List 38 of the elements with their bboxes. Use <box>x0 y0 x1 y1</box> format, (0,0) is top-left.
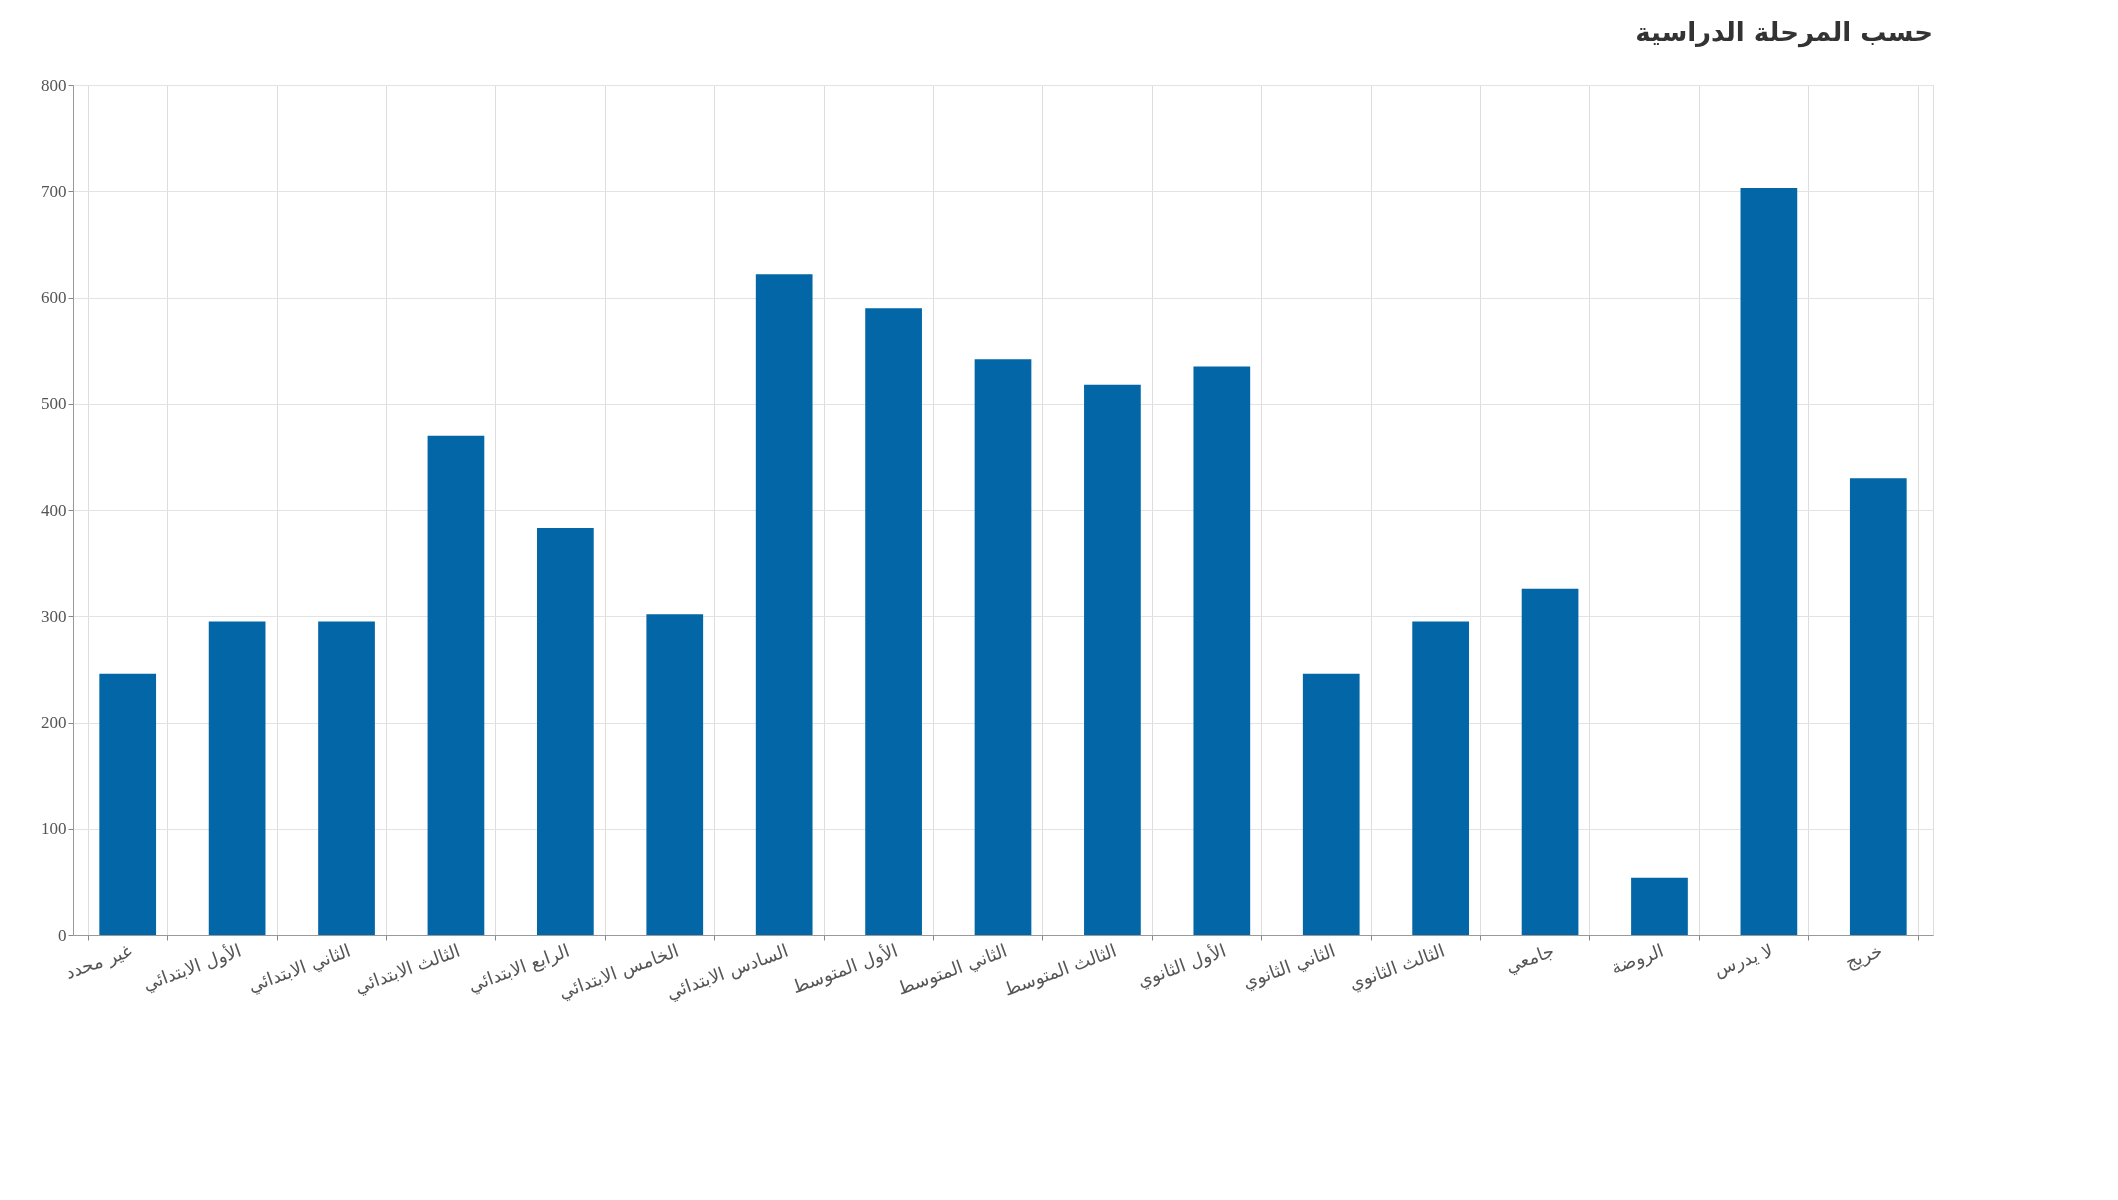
y-tick-label: 500 <box>41 394 67 414</box>
y-tick-label: 700 <box>41 181 67 201</box>
bar <box>1740 188 1798 935</box>
x-tick-label: الأول الابتدائي <box>139 939 245 996</box>
x-tick-label: الأول المتوسط <box>789 939 901 999</box>
bar <box>1521 588 1579 935</box>
x-tick-label: الثالث الابتدائي <box>351 939 463 999</box>
bar <box>1302 673 1360 935</box>
y-tick-label: 0 <box>58 925 67 945</box>
y-tick-label: 300 <box>41 606 67 626</box>
bar <box>318 621 375 935</box>
x-tick-label: لا يدرس <box>1710 939 1776 981</box>
bar <box>755 274 813 935</box>
y-tick-label: 100 <box>41 819 67 839</box>
x-tick-label: جامعي <box>1502 939 1558 978</box>
y-tick-label: 200 <box>41 713 67 732</box>
bar <box>1849 478 1907 935</box>
bar <box>646 614 704 935</box>
x-tick-label: الثاني الثانوي <box>1239 939 1339 994</box>
x-tick-label: الأول الثانوي <box>1134 939 1229 993</box>
bar <box>1412 621 1470 935</box>
y-tick-label: 600 <box>41 288 67 307</box>
x-tick-label: الروضة <box>1608 939 1667 979</box>
y-tick-label: 800 <box>41 75 67 95</box>
x-tick-label: الثاني الابتدائي <box>245 939 354 998</box>
chart-title: حسب المرحلة الدراسية <box>1635 17 1933 48</box>
bar <box>1084 384 1141 935</box>
bar <box>427 435 485 935</box>
bar <box>865 308 922 935</box>
bar <box>99 673 157 935</box>
x-tick-label: الثالث الثانوي <box>1346 939 1448 995</box>
bar <box>1193 366 1251 935</box>
bar <box>974 359 1032 935</box>
bar <box>208 621 266 935</box>
bar <box>536 528 594 935</box>
y-tick-label: 400 <box>41 500 67 520</box>
x-tick-label: خريج <box>1842 939 1886 974</box>
bar <box>1631 877 1688 935</box>
